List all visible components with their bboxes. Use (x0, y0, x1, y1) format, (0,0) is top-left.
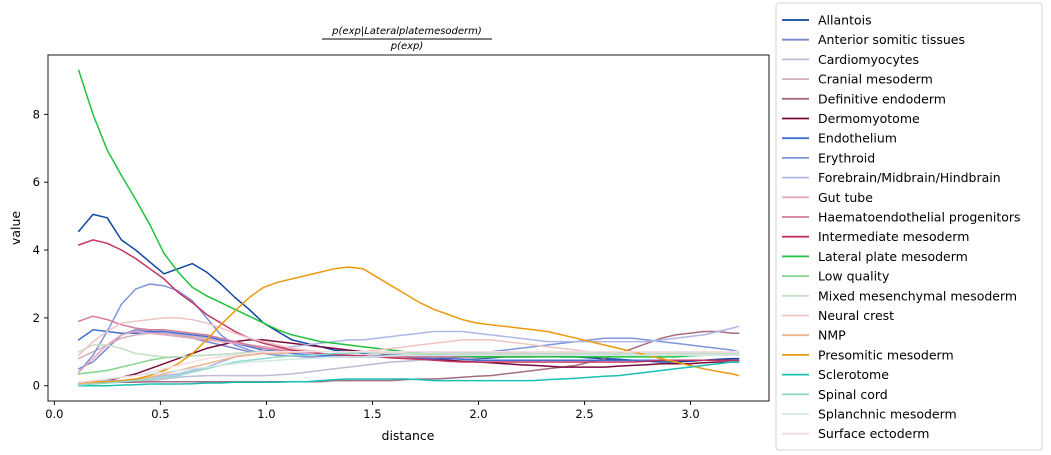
legend-item: Allantois (782, 13, 872, 28)
x-axis: 0.0 0.5 1.0 1.5 2.0 2.5 3.0 (45, 401, 700, 421)
legend-frame (775, 2, 1043, 451)
y-tick-label: 8 (33, 107, 40, 121)
legend-label: NMP (818, 328, 846, 343)
series-line-20 (77, 354, 740, 384)
legend-label: Erythroid (818, 150, 875, 165)
title-denominator: p(exp) (390, 41, 424, 52)
legend-item: Spinal cord (782, 387, 888, 402)
legend-label: Presomitic mesoderm (818, 347, 954, 362)
legend-label: Gut tube (818, 190, 873, 205)
legend-label: Lateral plate mesoderm (818, 249, 968, 264)
x-axis-label: distance (382, 428, 435, 443)
series-line-8 (77, 325, 740, 384)
legend-label: Endothelium (818, 131, 897, 146)
plot-frame (47, 54, 770, 402)
legend-label: Low quality (818, 269, 890, 284)
x-tick-label: 0.5 (151, 407, 169, 421)
legend-label: Forebrain/Midbrain/Hindbrain (818, 170, 1001, 185)
legend-label: Anterior somitic tissues (818, 32, 965, 47)
legend-item: Dermomyotome (782, 111, 920, 126)
legend-item: Presomitic mesoderm (782, 347, 954, 362)
chart-title: p(exp|Lateralplatemesoderm) p(exp) (322, 26, 492, 52)
legend-item: Mixed mesenchymal mesoderm (782, 288, 1017, 303)
legend-label: Splanchnic mesoderm (818, 407, 957, 422)
series-line-21 (77, 351, 740, 384)
y-tick-label: 4 (33, 243, 40, 257)
y-tick-label: 6 (33, 175, 40, 189)
legend-item: Haematoendothelial progenitors (782, 210, 1021, 225)
legend-item: Lateral plate mesoderm (782, 249, 968, 264)
legend-label: Allantois (818, 13, 872, 28)
y-axis-label: value (8, 211, 23, 245)
series-line-12 (77, 69, 740, 358)
y-axis: 0 2 4 6 8 (33, 107, 48, 393)
legend-label: Cardiomyocytes (818, 52, 919, 67)
legend-item: Cranial mesoderm (782, 72, 933, 87)
legend-item: NMP (782, 328, 846, 343)
x-tick-label: 3.0 (681, 407, 699, 421)
legend-item: Anterior somitic tissues (782, 32, 965, 47)
legend-label: Haematoendothelial progenitors (818, 210, 1021, 225)
x-tick-label: 1.0 (257, 407, 275, 421)
legend-item: Endothelium (782, 131, 897, 146)
legend-item: Cardiomyocytes (782, 52, 919, 67)
legend-item: Intermediate mesoderm (782, 229, 969, 244)
series-lines (77, 69, 740, 387)
series-line-1 (77, 329, 740, 370)
legend-item: Gut tube (782, 190, 873, 205)
y-tick-label: 2 (33, 311, 40, 325)
legend-item: Splanchnic mesoderm (782, 407, 957, 422)
legend-label: Definitive endoderm (818, 91, 946, 106)
legend-label: Neural crest (818, 308, 894, 323)
series-line-11 (77, 239, 740, 363)
x-tick-label: 0.0 (45, 407, 63, 421)
legend-item: Neural crest (782, 308, 894, 323)
title-numerator: p(exp|Lateralplatemesoderm) (331, 26, 482, 37)
x-tick-label: 2.5 (575, 407, 593, 421)
legend-label: Spinal cord (818, 387, 888, 402)
legend-label: Dermomyotome (818, 111, 920, 126)
legend-item: Forebrain/Midbrain/Hindbrain (782, 170, 1001, 185)
legend-item: Surface ectoderm (782, 426, 929, 441)
series-line-0 (77, 213, 740, 363)
legend-label: Sclerotome (818, 367, 889, 382)
y-tick-label: 0 (33, 379, 40, 393)
legend-label: Intermediate mesoderm (818, 229, 969, 244)
series-line-18 (77, 361, 740, 387)
legend-item: Definitive endoderm (782, 91, 946, 106)
legend: Allantois Anterior somitic tissues Cardiom… (775, 2, 1043, 451)
legend-item: Erythroid (782, 150, 875, 165)
x-tick-label: 1.5 (363, 407, 381, 421)
legend-label: Cranial mesoderm (818, 72, 933, 87)
legend-item: Sclerotome (782, 367, 889, 382)
legend-item: Low quality (782, 269, 890, 284)
x-tick-label: 2.0 (469, 407, 487, 421)
legend-label: Surface ectoderm (818, 426, 929, 441)
legend-label: Mixed mesenchymal mesoderm (818, 288, 1017, 303)
